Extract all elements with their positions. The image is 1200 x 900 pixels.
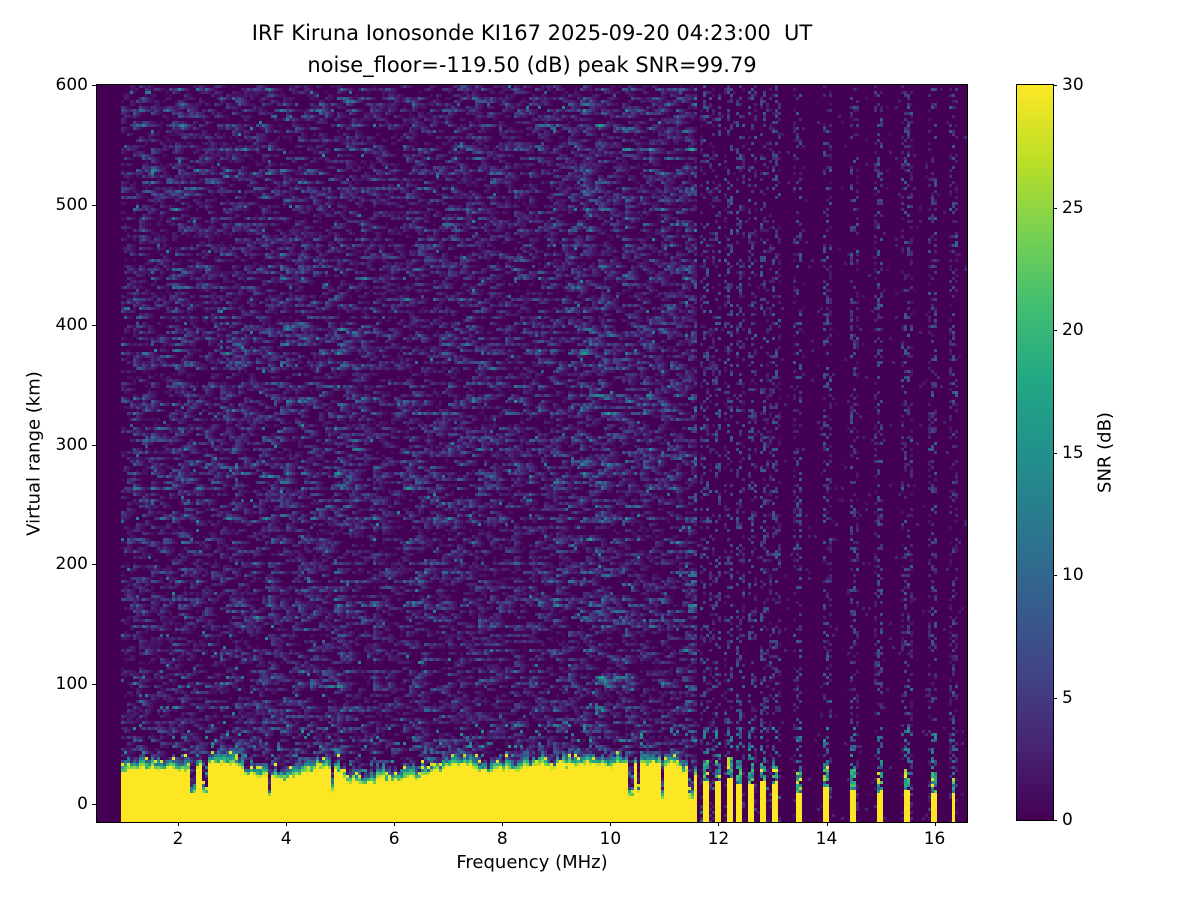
colorbar-tick-label: 25 xyxy=(1062,197,1084,218)
x-tick-label: 12 xyxy=(707,829,730,849)
x-tick-mark xyxy=(502,822,504,826)
x-tick-mark xyxy=(610,822,612,826)
x-tick-label: 2 xyxy=(172,829,184,849)
x-tick-label: 4 xyxy=(280,829,292,849)
colorbar xyxy=(1016,84,1054,821)
colorbar-label: SNR (dB) xyxy=(1094,412,1116,493)
y-tick-mark xyxy=(92,444,96,446)
colorbar-tick-mark xyxy=(1053,820,1057,821)
colorbar-tick-mark xyxy=(1053,330,1057,331)
colorbar-tick-mark xyxy=(1053,452,1057,454)
chart-title: IRF Kiruna Ionosonde KI167 2025-09-20 04… xyxy=(251,21,813,45)
y-tick-label: 200 xyxy=(55,554,88,575)
y-tick-label: 0 xyxy=(77,794,88,815)
chart-subtitle: noise_floor=-119.50 (dB) peak SNR=99.79 xyxy=(307,53,757,77)
x-tick-label: 16 xyxy=(923,829,946,849)
y-tick-label: 400 xyxy=(55,314,88,335)
colorbar-gradient-canvas xyxy=(1017,85,1053,820)
colorbar-tick-label: 0 xyxy=(1062,810,1073,830)
colorbar-tick-mark xyxy=(1053,207,1057,209)
colorbar-tick-mark xyxy=(1053,85,1057,86)
colorbar-tick-mark xyxy=(1053,575,1057,576)
y-axis-label: Virtual range (km) xyxy=(23,371,45,536)
heatmap-plot-area xyxy=(96,84,968,823)
y-tick-label: 600 xyxy=(55,75,88,95)
y-tick-mark xyxy=(92,85,96,86)
colorbar-tick-mark xyxy=(1053,697,1057,699)
y-tick-mark xyxy=(92,804,96,806)
x-tick-mark xyxy=(394,822,396,826)
colorbar-tick-label: 15 xyxy=(1062,442,1084,463)
x-tick-label: 10 xyxy=(599,829,622,849)
x-tick-mark xyxy=(286,822,288,826)
y-tick-mark xyxy=(92,684,96,686)
colorbar-tick-label: 5 xyxy=(1062,687,1073,708)
colorbar-tick-label: 20 xyxy=(1062,320,1084,340)
y-tick-label: 500 xyxy=(55,194,88,215)
y-tick-mark xyxy=(92,564,96,566)
y-tick-label: 300 xyxy=(55,434,88,455)
x-tick-mark xyxy=(718,822,720,826)
ionogram-heatmap-canvas xyxy=(97,85,967,822)
x-tick-label: 14 xyxy=(815,829,838,849)
colorbar-tick-label: 30 xyxy=(1062,75,1084,95)
x-axis-label: Frequency (MHz) xyxy=(456,852,608,873)
y-tick-label: 100 xyxy=(55,674,88,695)
x-tick-mark xyxy=(826,822,828,826)
x-tick-label: 8 xyxy=(496,829,508,849)
x-tick-label: 6 xyxy=(388,829,400,849)
x-tick-mark xyxy=(178,822,180,826)
y-tick-mark xyxy=(92,324,96,326)
y-tick-mark xyxy=(92,204,96,206)
colorbar-tick-label: 10 xyxy=(1062,565,1084,585)
x-tick-mark xyxy=(934,822,936,826)
